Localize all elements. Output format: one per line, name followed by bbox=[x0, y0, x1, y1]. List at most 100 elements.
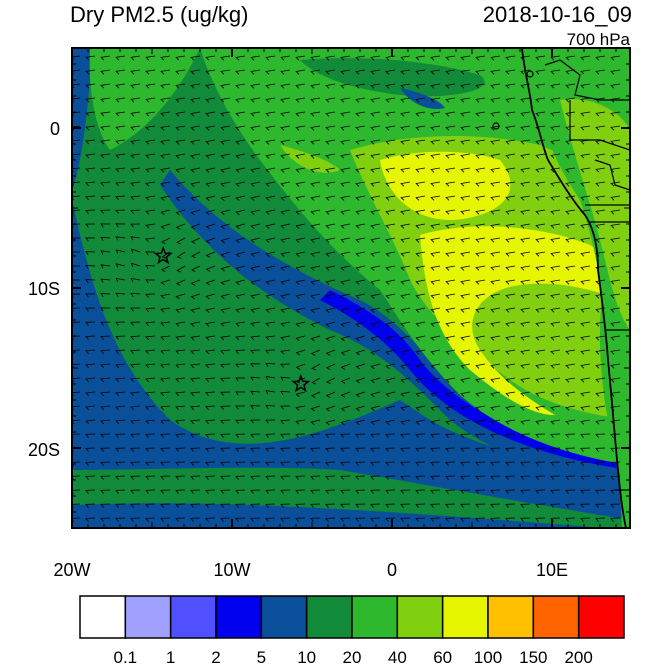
wind-barb bbox=[355, 419, 366, 426]
wind-barb bbox=[220, 461, 231, 466]
wind-barb bbox=[475, 517, 486, 522]
wind-barb bbox=[280, 69, 291, 75]
wind-barb bbox=[445, 167, 456, 173]
wind-barb bbox=[340, 251, 351, 257]
wind-barb bbox=[280, 181, 291, 187]
wind-barb bbox=[595, 503, 606, 508]
wind-barb bbox=[190, 447, 201, 452]
wind-barb bbox=[220, 69, 231, 75]
wind-barb bbox=[505, 419, 516, 425]
wind-barb bbox=[430, 307, 441, 313]
wind-barb bbox=[595, 335, 606, 341]
wind-barb bbox=[505, 69, 516, 75]
wind-barb bbox=[400, 461, 411, 466]
wind-barb bbox=[610, 503, 621, 508]
wind-barb bbox=[520, 447, 531, 452]
wind-barb bbox=[385, 209, 396, 215]
wind-barb bbox=[430, 55, 441, 61]
wind-barb bbox=[130, 55, 141, 61]
wind-barb bbox=[280, 517, 291, 522]
wind-barb bbox=[430, 391, 441, 397]
wind-barb bbox=[520, 433, 531, 438]
wind-barb bbox=[325, 97, 336, 103]
wind-barb bbox=[445, 153, 456, 159]
wind-barb bbox=[550, 363, 561, 369]
wind-barb bbox=[385, 97, 396, 103]
wind-barb bbox=[325, 293, 336, 299]
star-markers bbox=[153, 245, 311, 393]
wind-barb bbox=[415, 69, 426, 75]
wind-barb bbox=[265, 139, 276, 145]
wind-barb bbox=[475, 321, 486, 327]
wind-barb bbox=[355, 391, 366, 398]
wind-barb bbox=[430, 461, 441, 466]
border-2 bbox=[569, 100, 630, 151]
wind-barb bbox=[175, 111, 186, 117]
wind-barb bbox=[385, 167, 396, 173]
wind-barb bbox=[535, 517, 546, 522]
wind-barb bbox=[250, 97, 261, 103]
colorbar-swatch bbox=[532, 595, 580, 639]
wind-barb bbox=[250, 125, 261, 131]
wind-barb bbox=[85, 195, 96, 200]
wind-barb bbox=[235, 391, 246, 396]
wind-barb bbox=[235, 447, 246, 452]
wind-barb bbox=[310, 223, 321, 229]
colorbar-label: 0.1 bbox=[113, 648, 138, 667]
wind-barb bbox=[520, 111, 531, 117]
wind-barb bbox=[310, 181, 321, 187]
wind-barb bbox=[580, 55, 591, 61]
wind-barb bbox=[385, 69, 396, 75]
wind-barb bbox=[115, 405, 126, 411]
x-tick-label-0: 0 bbox=[386, 560, 397, 580]
wind-barb bbox=[175, 167, 186, 173]
wind-barb bbox=[205, 83, 216, 89]
wind-barb bbox=[385, 349, 396, 356]
wind-barb bbox=[280, 139, 291, 145]
wind-barb bbox=[475, 335, 486, 341]
wind-barb bbox=[220, 167, 231, 173]
wind-barb bbox=[445, 419, 456, 425]
wind-barb bbox=[175, 195, 186, 202]
wind-barb bbox=[415, 307, 426, 313]
wind-barb bbox=[565, 475, 576, 480]
wind-barb bbox=[250, 390, 261, 395]
map-datetime: 2018-10-16_09 bbox=[482, 2, 632, 27]
wind-barb bbox=[460, 209, 471, 215]
wind-barb bbox=[325, 111, 336, 117]
wind-barb bbox=[340, 181, 351, 187]
wind-barb bbox=[85, 335, 96, 340]
wind-barb bbox=[190, 475, 201, 480]
wind-barb bbox=[325, 349, 336, 356]
wind-barb bbox=[580, 433, 591, 438]
wind-barb bbox=[295, 489, 306, 494]
wind-barb bbox=[355, 475, 366, 480]
wind-barb bbox=[100, 97, 111, 103]
wind-barb bbox=[415, 349, 426, 355]
wind-barb bbox=[235, 307, 246, 313]
wind-barb bbox=[535, 461, 546, 466]
wind-barb bbox=[265, 97, 276, 103]
wind-barb bbox=[430, 209, 441, 215]
wind-barb bbox=[280, 335, 291, 341]
wind-barb bbox=[235, 335, 246, 341]
wind-barb bbox=[340, 83, 351, 89]
wind-barb bbox=[550, 83, 561, 89]
colorbar-label: 60 bbox=[433, 648, 453, 667]
wind-barb bbox=[370, 125, 381, 131]
wind-barb bbox=[475, 55, 486, 61]
wind-barb bbox=[250, 307, 261, 313]
colorbar-label: 40 bbox=[387, 648, 407, 667]
wind-barb bbox=[565, 153, 576, 159]
wind-barb bbox=[115, 321, 126, 326]
wind-barb bbox=[325, 321, 336, 328]
wind-barb bbox=[355, 83, 366, 89]
wind-barb bbox=[370, 503, 381, 508]
wind-barb bbox=[160, 279, 171, 286]
wind-barb bbox=[280, 153, 291, 159]
wind-barb bbox=[475, 223, 486, 229]
wind-barb bbox=[565, 433, 576, 438]
wind-barb bbox=[355, 433, 366, 438]
wind-barb bbox=[265, 321, 276, 327]
wind-barb bbox=[370, 251, 381, 257]
